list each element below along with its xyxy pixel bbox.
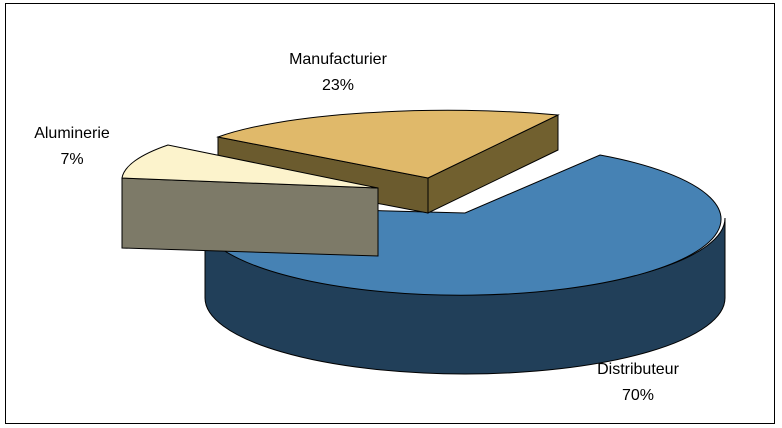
pie-slice-distributeur-top (200, 154, 722, 296)
label-manufacturier-value: 23% (321, 77, 355, 94)
label-aluminerie: Aluminerie 7% (22, 121, 122, 173)
label-distributeur-value: 70% (621, 387, 655, 404)
pie-slice-distributeur (200, 154, 726, 375)
label-manufacturier-name: Manufacturier (289, 51, 387, 68)
pie-slice-manufacturier-top (216, 109, 560, 179)
label-distributeur: Distributeur 70% (578, 357, 698, 409)
label-manufacturier: Manufacturier 23% (268, 47, 408, 99)
label-distributeur-name: Distributeur (597, 361, 679, 378)
pie-slice-aluminerie-side-left (121, 177, 379, 257)
label-aluminerie-name: Aluminerie (34, 125, 110, 142)
label-aluminerie-value: 7% (60, 151, 84, 168)
pie-slice-manufacturier (216, 109, 560, 214)
pie-slice-aluminerie-top (121, 144, 379, 189)
pie-slice-aluminerie (121, 144, 379, 257)
